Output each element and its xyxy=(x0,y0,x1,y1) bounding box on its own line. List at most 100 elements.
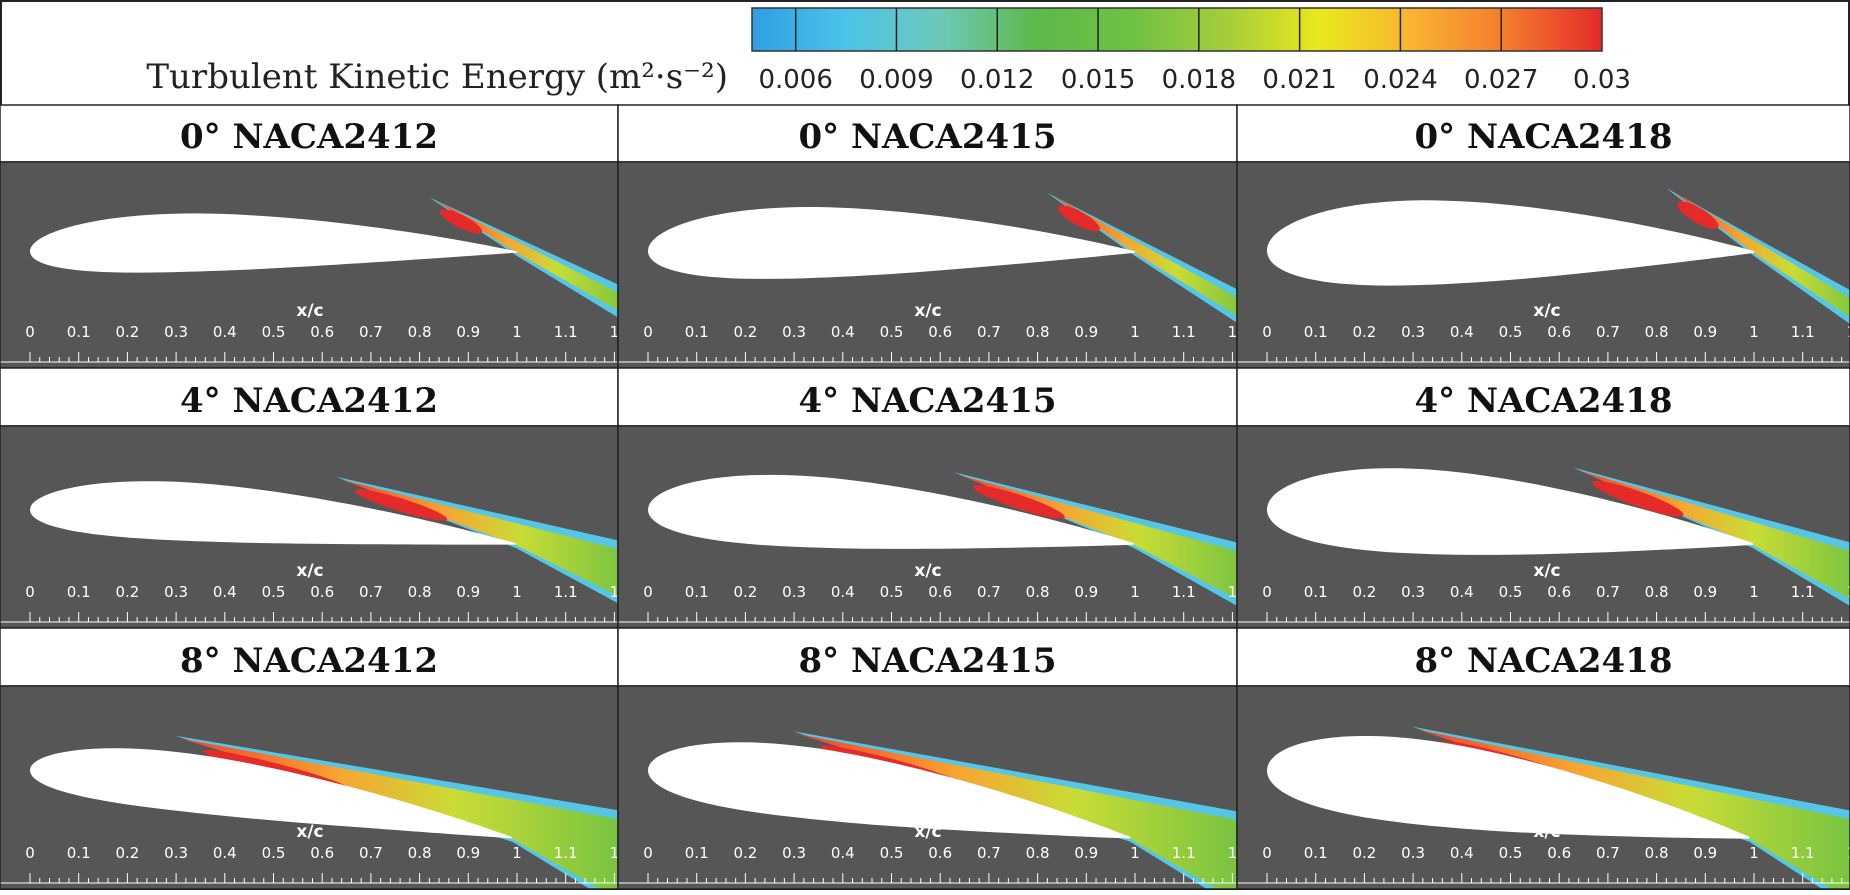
x-tick-label: 0.3 xyxy=(1401,844,1425,862)
x-tick-label: 0 xyxy=(25,323,35,341)
x-tick-label: 0.9 xyxy=(1693,323,1717,341)
panel-title-strip xyxy=(1236,367,1850,427)
x-tick-label: 1.1 xyxy=(554,323,578,341)
panel-title: 8° NACA2415 xyxy=(798,641,1056,681)
airfoil-shape xyxy=(648,207,1135,279)
x-tick-label: 0.2 xyxy=(115,844,139,862)
x-tick-label: 0.5 xyxy=(262,583,286,601)
x-tick-label: 0 xyxy=(643,583,653,601)
x-tick-label: 0.2 xyxy=(733,323,757,341)
x-tick-label: 0 xyxy=(643,323,653,341)
airfoil-shape xyxy=(30,213,517,273)
colorbar-tick-label: 0.027 xyxy=(1464,65,1538,95)
x-tick-label: 1.1 xyxy=(1791,844,1815,862)
x-tick-label: 0.8 xyxy=(1645,844,1669,862)
x-tick-label: 0.9 xyxy=(456,583,480,601)
x-tick-label: 0 xyxy=(1262,323,1272,341)
colorbar-ticks: 0.006 0.009 0.012 0.015 0.018 0.021 0.024 0.027… xyxy=(758,8,1631,95)
airfoil-shape xyxy=(1267,200,1755,286)
x-tick-label: 1.1 xyxy=(554,583,578,601)
colorbar-tick-label: 0.03 xyxy=(1573,65,1631,95)
x-tick-label: 0.6 xyxy=(1547,844,1571,862)
x-tick-label: 0.4 xyxy=(831,583,855,601)
wake-core-contour xyxy=(1057,205,1100,232)
x-tick-label: 0.4 xyxy=(1450,844,1474,862)
x-axis-label: x/c xyxy=(296,822,323,842)
colorbar-tick-label: 0.006 xyxy=(758,65,832,95)
x-tick-label: 0.4 xyxy=(213,583,237,601)
x-tick-label: 0.6 xyxy=(1547,583,1571,601)
x-tick-label: 0.1 xyxy=(1304,583,1328,601)
x-tick-label: 0.1 xyxy=(1304,844,1328,862)
x-tick-label: 1 xyxy=(1749,583,1759,601)
airfoil-shape xyxy=(1267,468,1753,555)
wake-contour xyxy=(1053,195,1237,316)
x-tick-label: 1 xyxy=(610,844,620,862)
x-tick-label: 0.1 xyxy=(685,583,709,601)
x-axis-label: x/c xyxy=(1533,822,1560,842)
x-tick-label: 1 xyxy=(1130,583,1140,601)
airfoil-shape xyxy=(1267,736,1750,839)
x-tick-label: 0.9 xyxy=(1074,583,1098,601)
x-tick-label: 0.6 xyxy=(310,323,334,341)
x-tick-label: 0.7 xyxy=(977,583,1001,601)
x-tick-label: 1 xyxy=(610,583,620,601)
colorbar-tick-label: 0.018 xyxy=(1162,65,1236,95)
x-tick-label: 0.1 xyxy=(685,323,709,341)
x-tick-label: 0.3 xyxy=(1401,583,1425,601)
x-axis-label: x/c xyxy=(914,822,941,842)
x-tick-label: 0.9 xyxy=(1693,583,1717,601)
wake-core-contour xyxy=(1677,201,1719,230)
x-tick-label: 0.6 xyxy=(928,844,952,862)
x-axis-label: x/c xyxy=(1533,301,1560,321)
x-tick-label: 0.8 xyxy=(1026,844,1050,862)
x-tick-label: 0.3 xyxy=(164,583,188,601)
panel-title: 8° NACA2412 xyxy=(180,641,438,681)
x-tick-label: 1 xyxy=(512,583,522,601)
panel-title: 4° NACA2415 xyxy=(798,381,1056,421)
x-tick-label: 0.8 xyxy=(1645,323,1669,341)
wake-contour xyxy=(1417,729,1850,889)
x-tick-label: 0.7 xyxy=(977,323,1001,341)
wake-contour xyxy=(960,475,1237,599)
panel-title: 0° NACA2415 xyxy=(798,117,1056,157)
x-tick-label: 0.9 xyxy=(1693,844,1717,862)
wake-contour xyxy=(435,200,618,311)
panel-title-strip xyxy=(0,104,619,163)
x-tick-label: 0.8 xyxy=(1026,583,1050,601)
x-tick-label: 0.8 xyxy=(408,323,432,341)
x-tick-label: 0 xyxy=(1262,844,1272,862)
contour-plot: x/c 0 0.1 0.2 0.3 0.4 0.5 0.6 0.7 0.8 0.9 1 1.1 1 xyxy=(618,686,1237,889)
x-axis-label: x/c xyxy=(296,301,323,321)
x-tick-label: 0.2 xyxy=(1352,323,1376,341)
x-tick-label: 0 xyxy=(643,844,653,862)
x-tick-label: 0.6 xyxy=(1547,323,1571,341)
panel-title: 0° NACA2412 xyxy=(180,117,438,157)
colorbar-tick-label: 0.015 xyxy=(1061,65,1135,95)
panel: 0° NACA2415 x/c 0 0.1 0.2 0.3 0.4 0.5 0.6 0.7 0.8 0… xyxy=(617,104,1238,369)
x-tick-label: 0.4 xyxy=(831,844,855,862)
panel-title: 0° NACA2418 xyxy=(1414,117,1672,157)
x-axis-label: x/c xyxy=(1533,561,1560,581)
x-tick-label: 0.5 xyxy=(1499,844,1523,862)
x-tick-label: 0.8 xyxy=(408,583,432,601)
x-tick-label: 0.6 xyxy=(928,583,952,601)
contour-plot: x/c 0 0.1 0.2 0.3 0.4 0.5 0.6 0.7 0.8 0.9 1 1.1 1 xyxy=(618,162,1237,368)
x-tick-label: 0.7 xyxy=(1596,323,1620,341)
x-tick-label: 1 xyxy=(1847,844,1850,862)
wake-core-contour xyxy=(972,485,1065,519)
x-tick-label: 0.1 xyxy=(67,583,91,601)
x-tick-label: 0.4 xyxy=(1450,583,1474,601)
x-tick-label: 1 xyxy=(512,323,522,341)
wake-core-contour xyxy=(1592,480,1684,517)
x-tick-label: 0.2 xyxy=(1352,844,1376,862)
x-tick-label: 0.3 xyxy=(164,844,188,862)
wake-contour xyxy=(342,479,618,597)
panel: 0° NACA2412 x/c 0 0.1 0.2 0.3 0.4 0.5 0.6 0.7 0.8 0… xyxy=(0,104,619,369)
x-tick-label: 0.6 xyxy=(928,323,952,341)
x-axis-label: x/c xyxy=(914,561,941,581)
x-tick-label: 0.5 xyxy=(262,323,286,341)
x-tick-label: 0.3 xyxy=(1401,323,1425,341)
contour-plot: x/c 0 0.1 0.2 0.3 0.4 0.5 0.6 0.7 0.8 0.9 1 1.1 1 xyxy=(1237,426,1850,628)
x-axis-label: x/c xyxy=(914,301,941,321)
